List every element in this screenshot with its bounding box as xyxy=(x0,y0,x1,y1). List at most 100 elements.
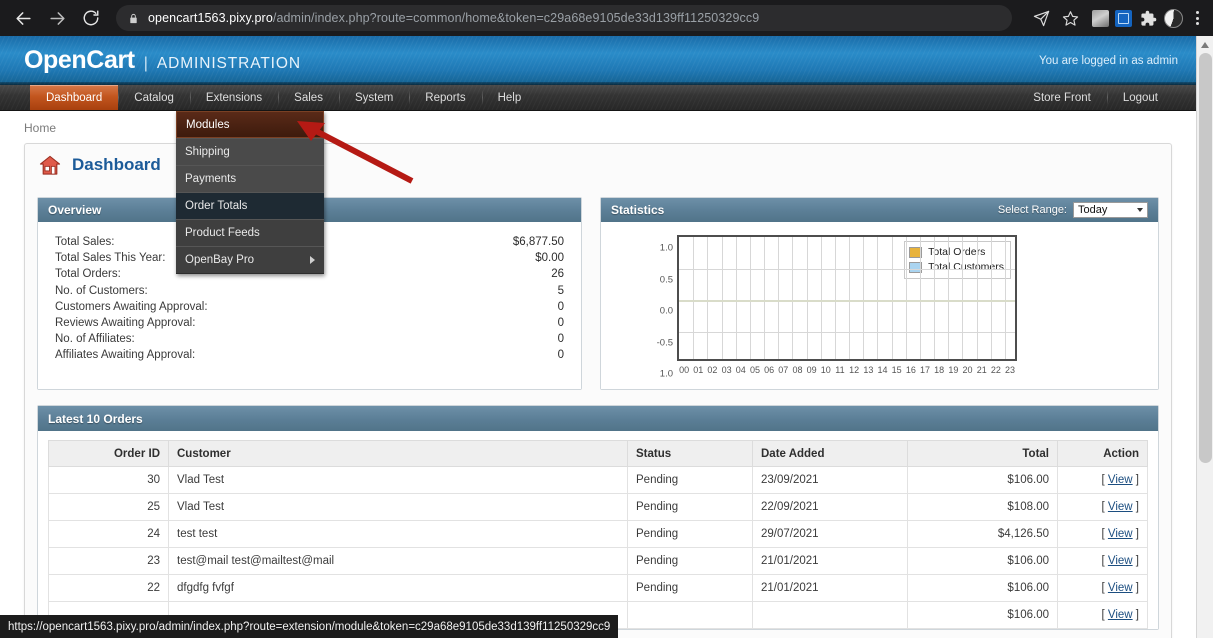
nav-item-extensions[interactable]: Extensions xyxy=(189,85,278,110)
kebab-menu-icon[interactable] xyxy=(1189,5,1205,31)
chart-y-tick-label: 1.0 xyxy=(659,242,673,254)
view-order-link[interactable]: View xyxy=(1107,609,1133,621)
nav-item-reports[interactable]: Reports xyxy=(409,85,481,110)
chart-x-tick-label: 08 xyxy=(792,365,803,375)
chart-zero-line xyxy=(679,300,1015,302)
chart-x-tick-label: 20 xyxy=(962,365,973,375)
col-status[interactable]: Status xyxy=(627,440,753,467)
chart-gridline-v xyxy=(948,237,950,359)
nav-item-system[interactable]: System xyxy=(338,85,409,110)
nav-label: Reports xyxy=(425,91,466,104)
latest-orders-card: Latest 10 Orders Order ID Customer Statu… xyxy=(37,405,1159,630)
view-order-link[interactable]: View xyxy=(1107,555,1133,567)
share-icon[interactable] xyxy=(1028,5,1054,31)
nav-item-sales[interactable]: Sales xyxy=(278,85,339,110)
puzzle-extensions-icon[interactable] xyxy=(1138,5,1158,31)
chart-x-tick-label: 10 xyxy=(820,365,831,375)
forward-arrow-icon[interactable] xyxy=(42,3,72,33)
legend-label: Total Customers xyxy=(928,261,1004,273)
table-row: 25 Vlad Test Pending 22/09/2021 $108.00[ Vie… xyxy=(48,493,1148,521)
overview-value: 5 xyxy=(557,284,564,297)
administration-label: ADMINISTRATION xyxy=(156,55,301,72)
cell-status xyxy=(627,601,753,629)
dropdown-item-product-feeds[interactable]: Product Feeds xyxy=(176,219,324,246)
orders-table-head: Order ID Customer Status Date Added Tota… xyxy=(48,440,1148,467)
reload-icon[interactable] xyxy=(76,3,106,33)
cell-date-added xyxy=(752,601,908,629)
brand: OpenCart | ADMINISTRATION xyxy=(24,46,301,75)
breadcrumb[interactable]: Home xyxy=(24,121,57,135)
cell-action: [ View ] xyxy=(1057,601,1148,629)
nav-right: Store Front Logout xyxy=(1017,85,1196,110)
chart-gridline-v xyxy=(1004,237,1006,359)
overview-value: 0 xyxy=(557,300,564,313)
screenshot-extension-icon[interactable] xyxy=(1115,9,1132,27)
overview-value: $0.00 xyxy=(535,252,564,265)
chart-gridline-v xyxy=(934,237,935,359)
cell-customer: test@mail test@mailtest@mail xyxy=(168,547,628,575)
chart-x-tick-label: 17 xyxy=(920,365,931,375)
view-order-link[interactable]: View xyxy=(1107,528,1133,540)
dropdown-item-label: Order Totals xyxy=(185,200,248,212)
nav-item-dashboard[interactable]: Dashboard xyxy=(30,85,119,110)
nav-item-help[interactable]: Help xyxy=(481,85,538,110)
overview-label: Customers Awaiting Approval: xyxy=(55,300,208,313)
omnibox-actions xyxy=(1028,5,1205,31)
cell-status: Pending xyxy=(627,547,753,575)
cell-total: $106.00 xyxy=(907,547,1058,575)
bracket-close: ] xyxy=(1132,528,1139,540)
chart-x-tick-label: 07 xyxy=(778,365,789,375)
nav-item-logout[interactable]: Logout xyxy=(1106,85,1174,110)
nav-left: Dashboard Catalog Extensions Sales Syste… xyxy=(0,85,537,110)
nav-label: Help xyxy=(497,91,522,104)
overview-label: Reviews Awaiting Approval: xyxy=(55,317,196,330)
col-order-id[interactable]: Order ID xyxy=(48,440,169,467)
nav-item-store-front[interactable]: Store Front xyxy=(1017,85,1107,110)
statistics-card: Statistics Select Range: Today xyxy=(600,197,1159,390)
col-total[interactable]: Total xyxy=(907,440,1058,467)
orders-table: Order ID Customer Status Date Added Tota… xyxy=(48,440,1148,629)
col-date-added[interactable]: Date Added xyxy=(752,440,908,467)
dropdown-item-modules[interactable]: Modules xyxy=(176,111,324,138)
profile-avatar-icon[interactable] xyxy=(1164,8,1183,28)
cell-total: $4,126.50 xyxy=(907,520,1058,548)
chart-x-tick-label: 14 xyxy=(877,365,888,375)
page-scrollbar[interactable] xyxy=(1196,36,1213,638)
chart-x-tick-label: 19 xyxy=(948,365,959,375)
overview-value: 26 xyxy=(551,268,564,281)
cell-total: $106.00 xyxy=(907,574,1058,602)
scroll-up-arrow-icon[interactable] xyxy=(1197,36,1213,53)
cell-status: Pending xyxy=(627,520,753,548)
star-icon[interactable] xyxy=(1057,5,1083,31)
view-order-link[interactable]: View xyxy=(1107,501,1133,513)
legend-entry: Total Customers xyxy=(909,260,1004,275)
cell-action: [ View ] xyxy=(1057,520,1148,548)
bracket-open: [ xyxy=(1101,474,1108,486)
back-arrow-icon[interactable] xyxy=(8,3,38,33)
cell-action: [ View ] xyxy=(1057,574,1148,602)
table-row: 22 dfgdfg fvfgf Pending 21/01/2021 $106.00[ … xyxy=(48,574,1148,602)
nav-item-catalog[interactable]: Catalog xyxy=(118,85,190,110)
url-path: /admin/index.php?route=common/home&token… xyxy=(272,11,760,25)
chart-x-tick-label: 03 xyxy=(721,365,732,375)
view-order-link[interactable]: View xyxy=(1107,582,1133,594)
chart-x-tick-label: 04 xyxy=(735,365,746,375)
dropdown-item-payments[interactable]: Payments xyxy=(176,165,324,192)
view-order-link[interactable]: View xyxy=(1107,474,1133,486)
col-customer[interactable]: Customer xyxy=(168,440,628,467)
select-range-dropdown[interactable]: Today xyxy=(1073,202,1148,218)
dropdown-item-label: Shipping xyxy=(185,146,230,158)
legend-label: Total Orders xyxy=(928,246,986,258)
overview-value: 0 xyxy=(557,349,564,362)
scrollbar-thumb[interactable] xyxy=(1199,53,1212,463)
overview-label: Affiliates Awaiting Approval: xyxy=(55,349,196,362)
image-extension-icon[interactable] xyxy=(1092,9,1109,27)
dropdown-item-shipping[interactable]: Shipping xyxy=(176,138,324,165)
bracket-close: ] xyxy=(1132,501,1139,513)
chart-plot-area: Total Orders Total Customers xyxy=(677,235,1017,361)
dropdown-item-order-totals[interactable]: Order Totals xyxy=(176,192,324,219)
address-bar[interactable]: opencart1563.pixy.pro/admin/index.php?ro… xyxy=(116,5,1012,31)
chart-y-tick-label: 1.0 xyxy=(659,368,673,380)
dropdown-item-openbay-pro[interactable]: OpenBay Pro xyxy=(176,246,324,273)
chart-x-tick-label: 15 xyxy=(891,365,902,375)
